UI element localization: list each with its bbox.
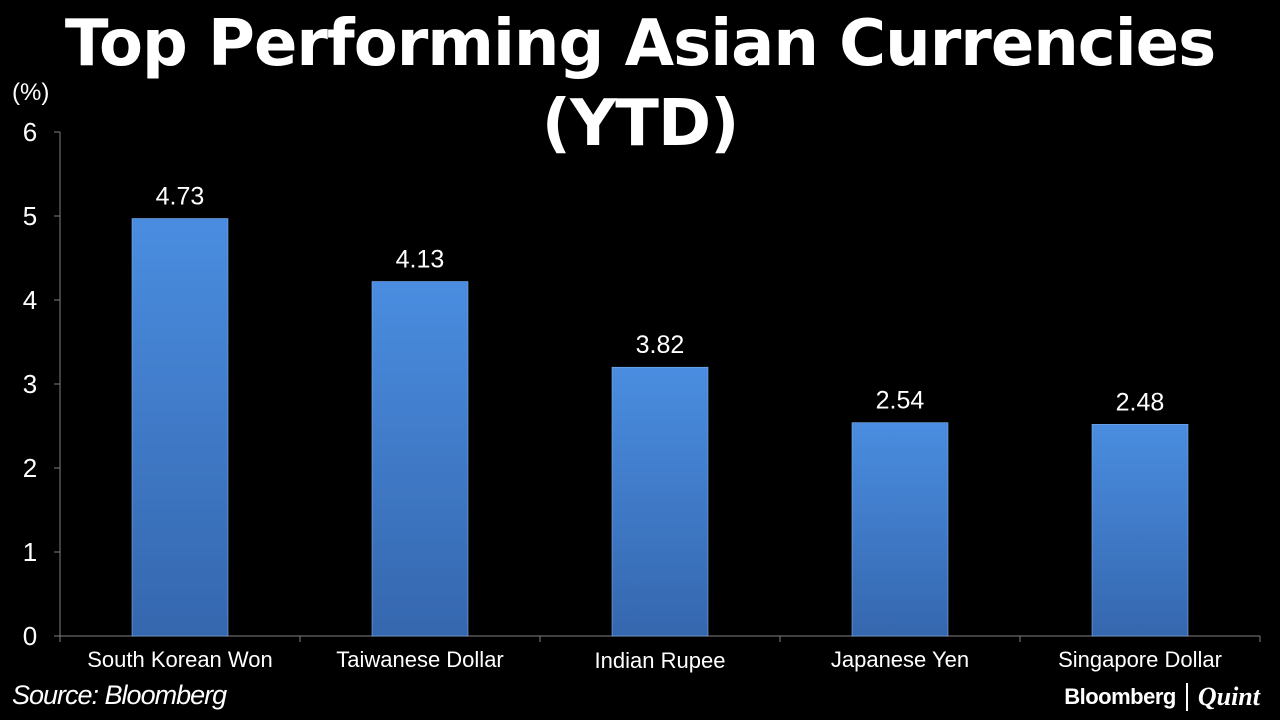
y-tick-label: 4 <box>23 285 37 315</box>
brand-quint: Quint <box>1197 682 1260 711</box>
y-tick-label: 1 <box>23 537 37 567</box>
x-tick-label: South Korean Won <box>87 647 273 672</box>
bar-value-label: 3.82 <box>636 331 685 359</box>
y-tick-label: 3 <box>23 369 37 399</box>
bar-value-label: 4.13 <box>396 246 445 274</box>
bar-value-label: 2.48 <box>1116 388 1165 416</box>
chart-labels: 0 1 2 3 4 5 6 (%) 4.73 South Korean Won 4.13 Taiwan… <box>12 79 1222 673</box>
x-tick-label: Taiwanese Dollar <box>336 647 504 672</box>
x-tick-label: Japanese Yen <box>831 647 969 672</box>
y-tick-label: 0 <box>23 621 37 651</box>
bar <box>851 422 949 637</box>
bar <box>1091 424 1189 637</box>
brand-logo: Bloomberg Quint <box>1064 680 1260 714</box>
y-tick-label: 5 <box>23 201 37 231</box>
x-tick-label: Singapore Dollar <box>1058 647 1222 672</box>
y-tick-label: 2 <box>23 453 37 483</box>
source-note: Source: Bloomberg <box>12 680 227 710</box>
bar-value-label: 4.73 <box>156 183 205 211</box>
bar <box>131 218 229 637</box>
chart-title: Top Performing Asian Currencies (YTD) <box>64 7 1216 161</box>
bar <box>611 366 709 637</box>
chart-bars <box>131 218 1189 637</box>
y-axis-label: (%) <box>12 79 49 106</box>
brand-divider <box>1185 683 1188 711</box>
bar <box>371 281 469 637</box>
y-tick-label: 6 <box>23 117 37 147</box>
brand-bloomberg: Bloomberg <box>1064 684 1176 709</box>
x-tick-label: Indian Rupee <box>595 648 726 673</box>
bar-value-label: 2.54 <box>876 387 925 415</box>
